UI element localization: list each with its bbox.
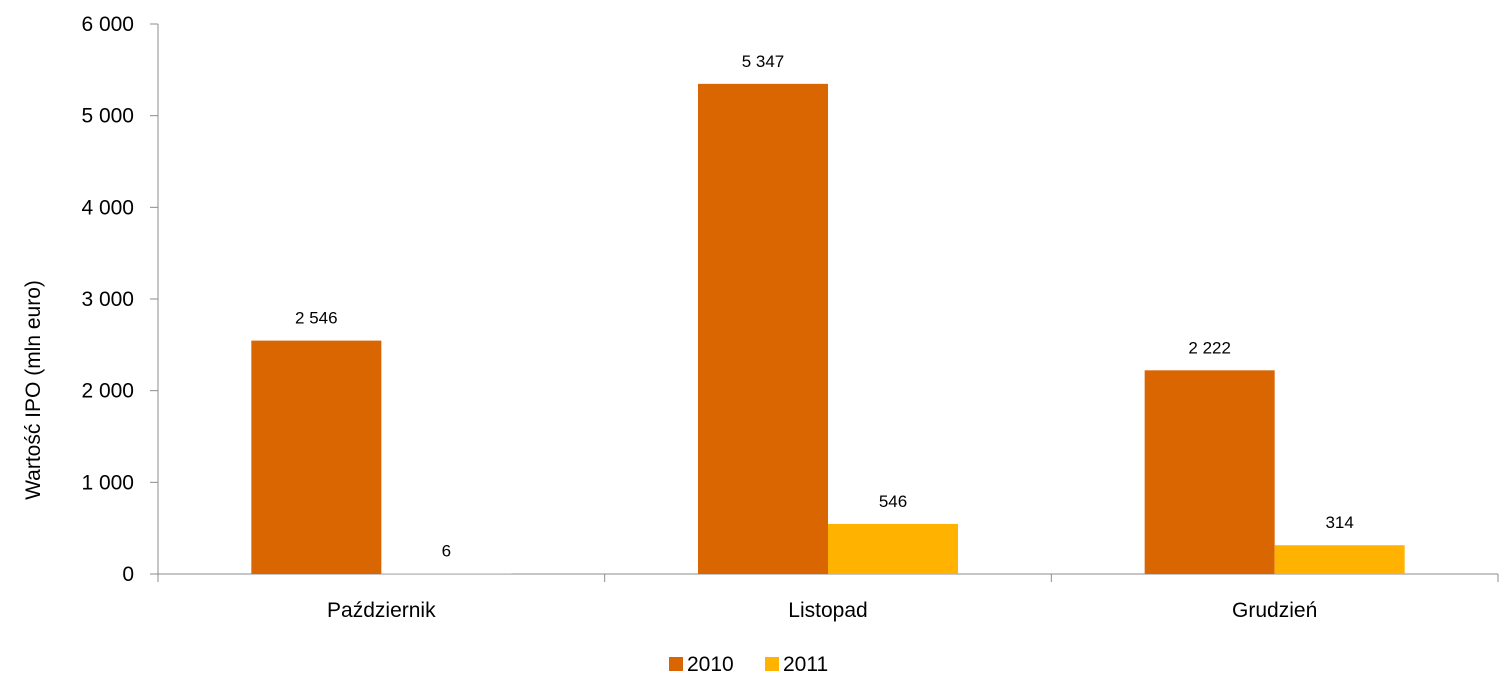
legend-item-2010: 2010 [669,653,734,676]
y-tick-label: 1 000 [81,471,134,494]
data-label: 314 [1325,513,1353,532]
bar-2010 [698,83,828,574]
data-label: 546 [879,492,907,511]
y-tick-label: 0 [122,563,134,586]
data-labels: 2 546 6 5 347 546 2 222 314 [295,52,1354,561]
x-category-label: Październik [327,599,436,622]
bar-2010 [1144,370,1275,574]
bar-2011 [828,523,958,574]
bar-2011 [1274,545,1405,574]
legend-swatch [669,657,683,671]
data-label: 2 546 [295,309,338,328]
y-tick-label: 6 000 [81,13,134,36]
axes: 0 1 000 2 000 3 000 4 000 5 000 6 000 Październ… [81,13,1499,622]
data-label: 6 [442,541,451,560]
bars [251,83,1405,574]
bar-2010 [251,340,382,574]
y-tick-label: 4 000 [81,196,134,219]
legend-swatch [765,657,779,671]
y-axis-title-group: Wartość IPO (mln euro) [22,280,45,500]
legend-label: 2011 [783,653,828,676]
y-axis-title: Wartość IPO (mln euro) [22,280,45,500]
y-tick-label: 5 000 [81,105,134,128]
y-tick-label: 2 000 [81,380,134,403]
y-tick-label: 3 000 [81,288,134,311]
legend: 2010 2011 [669,653,828,676]
x-category-label: Grudzień [1232,599,1317,622]
data-label: 2 222 [1188,338,1231,357]
bar-2011 [381,573,512,574]
legend-label: 2010 [687,653,734,676]
x-category-label: Listopad [788,599,867,622]
data-label: 5 347 [742,52,785,71]
legend-item-2011: 2011 [765,653,828,676]
